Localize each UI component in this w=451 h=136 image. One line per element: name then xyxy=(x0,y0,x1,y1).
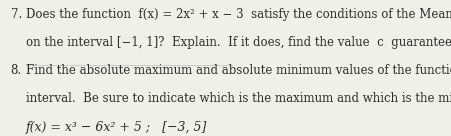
Text: Find the absolute maximum and absolute minimum values of the function on the giv: Find the absolute maximum and absolute m… xyxy=(26,64,451,77)
Text: interval.  Be sure to indicate which is the maximum and which is the minimum.: interval. Be sure to indicate which is t… xyxy=(26,92,451,105)
Text: f(x) = x³ − 6x² + 5 ;   [−3, 5]: f(x) = x³ − 6x² + 5 ; [−3, 5] xyxy=(26,121,207,134)
Text: 7.: 7. xyxy=(11,7,22,21)
Text: Does the function  f(x) = 2x² + x − 3  satisfy the conditions of the Mean Value : Does the function f(x) = 2x² + x − 3 sat… xyxy=(26,7,451,21)
Text: on the interval [−1, 1]?  Explain.  If it does, find the value  c  guaranteed by: on the interval [−1, 1]? Explain. If it … xyxy=(26,36,451,49)
Text: 8.: 8. xyxy=(11,64,22,77)
